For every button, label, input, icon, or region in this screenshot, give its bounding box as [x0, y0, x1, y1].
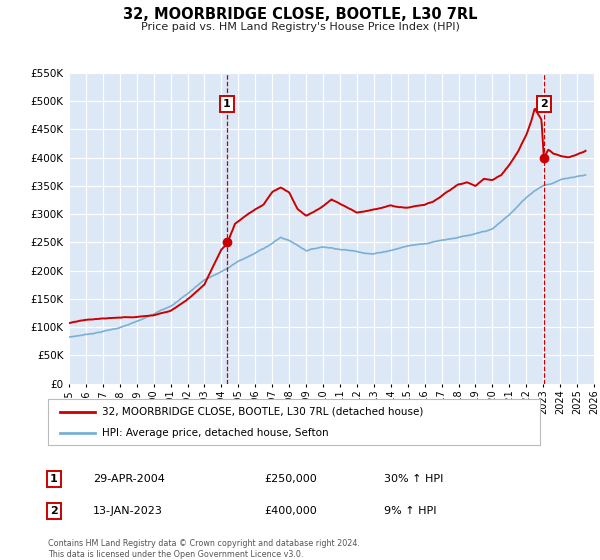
Text: 2: 2: [50, 506, 58, 516]
Text: 1: 1: [50, 474, 58, 484]
Text: 29-APR-2004: 29-APR-2004: [93, 474, 165, 484]
Text: Price paid vs. HM Land Registry's House Price Index (HPI): Price paid vs. HM Land Registry's House …: [140, 22, 460, 32]
Text: 30% ↑ HPI: 30% ↑ HPI: [384, 474, 443, 484]
Text: 9% ↑ HPI: 9% ↑ HPI: [384, 506, 437, 516]
Text: £400,000: £400,000: [264, 506, 317, 516]
Text: 13-JAN-2023: 13-JAN-2023: [93, 506, 163, 516]
Text: This data is licensed under the Open Government Licence v3.0.: This data is licensed under the Open Gov…: [48, 550, 304, 559]
Text: Contains HM Land Registry data © Crown copyright and database right 2024.: Contains HM Land Registry data © Crown c…: [48, 539, 360, 548]
Text: 2: 2: [540, 99, 548, 109]
Text: 32, MOORBRIDGE CLOSE, BOOTLE, L30 7RL (detached house): 32, MOORBRIDGE CLOSE, BOOTLE, L30 7RL (d…: [102, 407, 424, 417]
Text: 1: 1: [223, 99, 231, 109]
Text: HPI: Average price, detached house, Sefton: HPI: Average price, detached house, Seft…: [102, 428, 329, 438]
Text: £250,000: £250,000: [264, 474, 317, 484]
Text: 32, MOORBRIDGE CLOSE, BOOTLE, L30 7RL: 32, MOORBRIDGE CLOSE, BOOTLE, L30 7RL: [123, 7, 477, 22]
